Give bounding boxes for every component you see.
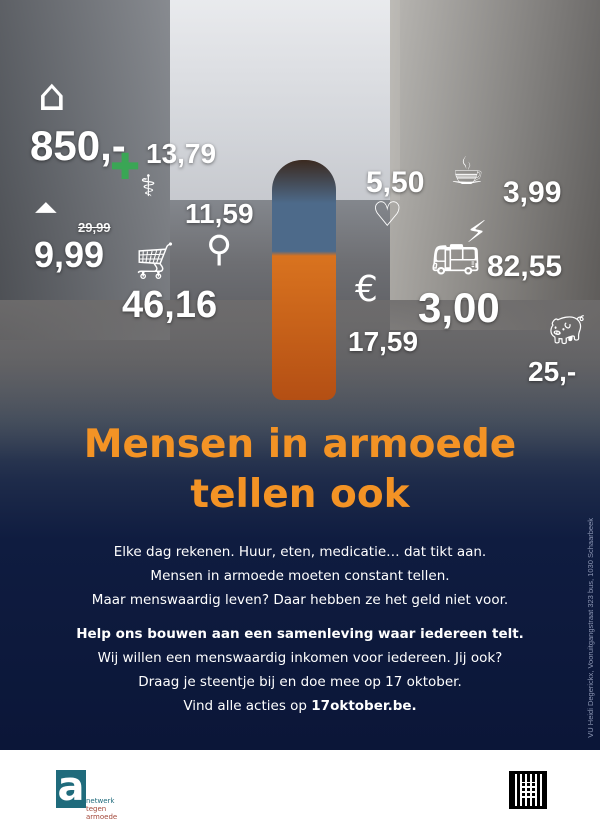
logo-line-2: tegen armoede [86, 805, 118, 821]
stethoscope-icon: ⚲ [206, 229, 233, 270]
skirt-icon: ⏶ [34, 191, 58, 226]
poster-image: ⌂ 850,- ✚ 13,79 ⚕ ⏶ 29,99 9,99 11,59 ⚲ 🛒… [0, 0, 600, 750]
piggy-bank-icon: 🐖︎ [548, 313, 587, 348]
qr-code[interactable] [509, 771, 547, 809]
call-to-action: Help ons bouwen aan een samenleving waar… [76, 626, 524, 642]
bus-icon: 🚌︎ [430, 237, 481, 283]
buildings-left [0, 0, 170, 340]
body-text: Elke dag rekenen. Huur, eten, medicatie…… [0, 540, 600, 718]
footer: a netwerk tegen armoede [0, 750, 600, 824]
mobile-payment-icon: € [355, 269, 378, 310]
price-energy: 82,55 [487, 250, 563, 283]
price-payment: 17,59 [348, 326, 419, 357]
price-clothes: 5,50 [366, 166, 425, 199]
pharmacy-cross-icon: ✚ [110, 147, 141, 188]
logo-line-1: netwerk [86, 797, 115, 805]
energy-plug-icon: ⚡ [466, 215, 488, 250]
house-icon: ⌂ [38, 70, 66, 121]
medicine-icon: ⚕ [140, 169, 157, 204]
body-line: Draag je steentje bij en doe mee op 17 o… [138, 674, 462, 690]
coffee-cup-icon: ☕︎ [450, 149, 485, 193]
shopping-cart-icon: 🛒︎ [132, 241, 178, 282]
buildings-right [390, 0, 600, 330]
body-line: Elke dag rekenen. Huur, eten, medicatie…… [113, 544, 487, 560]
headline: Mensen in armoede tellen ook [0, 420, 600, 520]
price-doctor: 11,59 [185, 198, 254, 229]
price-savings: 25,- [528, 356, 577, 387]
body-line: Vind alle acties op [183, 698, 312, 714]
body-line: Mensen in armoede moeten constant tellen… [150, 568, 450, 584]
headline-line-2: tellen ook [190, 472, 410, 517]
price-coffee: 3,99 [503, 176, 562, 209]
logo-letter: a [56, 764, 86, 810]
body-line: Maar menswaardig leven? Daar hebben ze h… [91, 592, 509, 608]
netwerk-tegen-armoede-logo: a netwerk tegen armoede [56, 764, 136, 821]
website-link[interactable]: 17oktober.be. [311, 698, 417, 714]
price-house: 850,- [30, 122, 126, 169]
body-line: Wij willen een menswaardig inkomen voor … [97, 650, 503, 666]
price-shopping: 46,16 [122, 284, 218, 326]
publisher-note: VU Heidi Degerickx, Vooruitgangstraat 32… [586, 518, 595, 738]
price-bus: 3,00 [418, 284, 500, 331]
baby-clothes-icon: ♡ [372, 195, 403, 235]
walking-woman [272, 160, 336, 400]
headline-line-1: Mensen in armoede [83, 422, 517, 467]
price-skirt-old: 29,99 [78, 220, 111, 235]
price-pharmacy: 13,79 [146, 138, 217, 169]
price-skirt: 9,99 [34, 234, 105, 275]
